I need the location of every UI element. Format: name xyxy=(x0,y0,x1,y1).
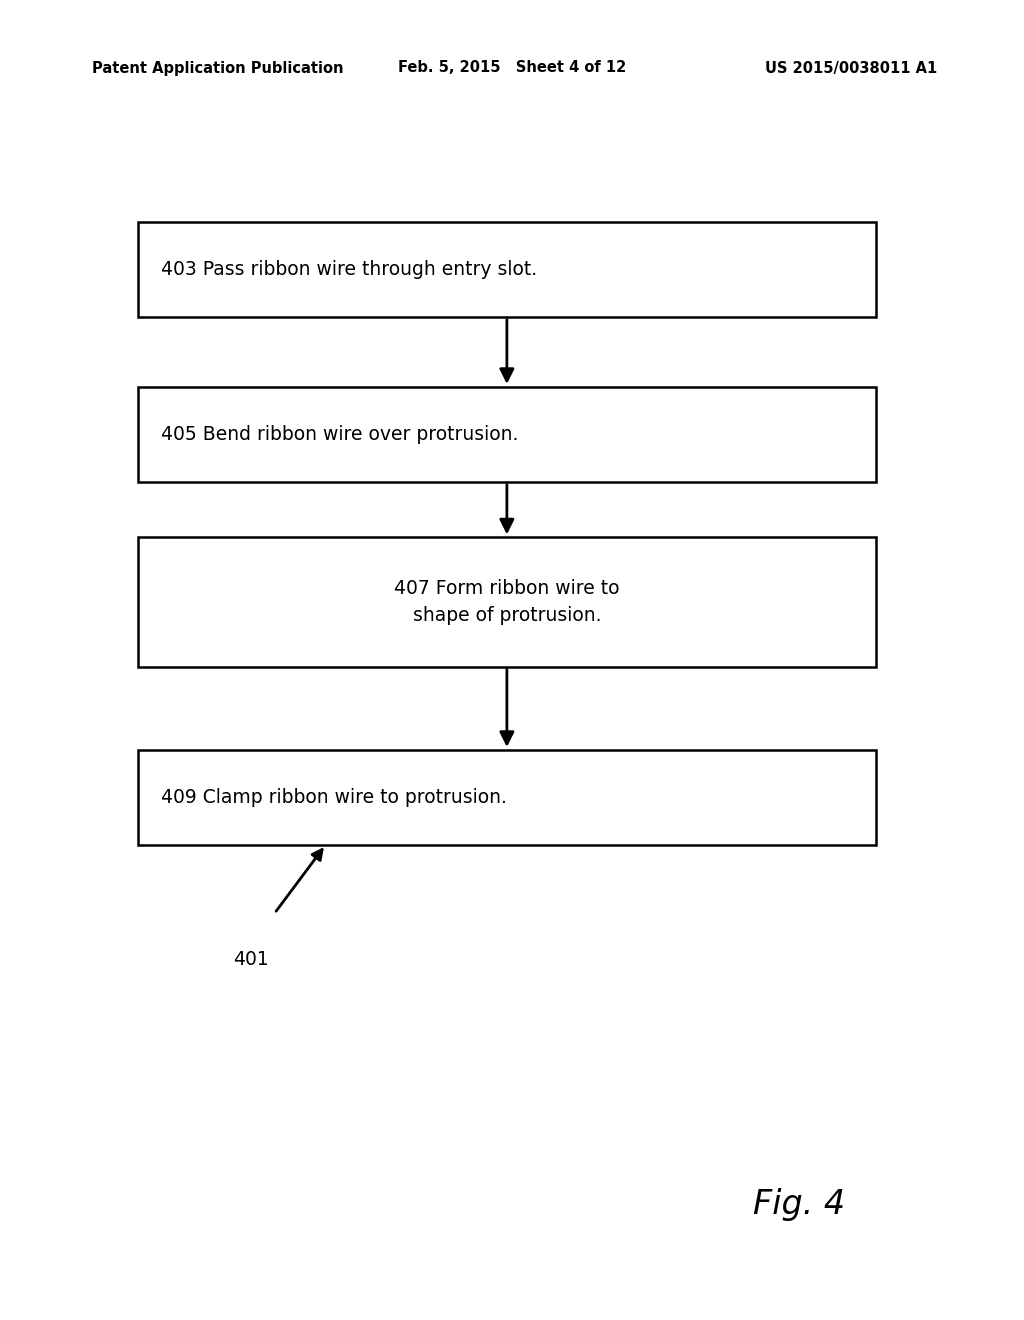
Text: Fig. 4: Fig. 4 xyxy=(753,1188,845,1221)
FancyBboxPatch shape xyxy=(138,222,876,317)
Text: 403 Pass ribbon wire through entry slot.: 403 Pass ribbon wire through entry slot. xyxy=(161,260,537,279)
Text: Patent Application Publication: Patent Application Publication xyxy=(92,61,344,75)
FancyBboxPatch shape xyxy=(138,387,876,482)
FancyBboxPatch shape xyxy=(138,750,876,845)
Text: 409 Clamp ribbon wire to protrusion.: 409 Clamp ribbon wire to protrusion. xyxy=(161,788,507,807)
Text: 407 Form ribbon wire to
shape of protrusion.: 407 Form ribbon wire to shape of protrus… xyxy=(394,579,620,624)
Text: 401: 401 xyxy=(233,950,268,969)
FancyBboxPatch shape xyxy=(138,537,876,667)
Text: US 2015/0038011 A1: US 2015/0038011 A1 xyxy=(765,61,937,75)
Text: Feb. 5, 2015   Sheet 4 of 12: Feb. 5, 2015 Sheet 4 of 12 xyxy=(398,61,626,75)
Text: 405 Bend ribbon wire over protrusion.: 405 Bend ribbon wire over protrusion. xyxy=(161,425,518,444)
